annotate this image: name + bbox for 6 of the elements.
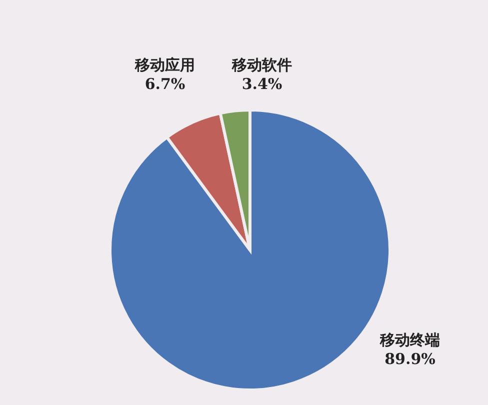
slice-label: 移动应用 — [134, 56, 195, 74]
slice-label: 移动终端 — [379, 331, 440, 349]
slice-label: 移动软件 — [231, 56, 292, 74]
data-label: 6.7% — [144, 75, 186, 93]
data-label: 3.4% — [242, 75, 282, 93]
data-label: 89.9% — [384, 350, 436, 368]
